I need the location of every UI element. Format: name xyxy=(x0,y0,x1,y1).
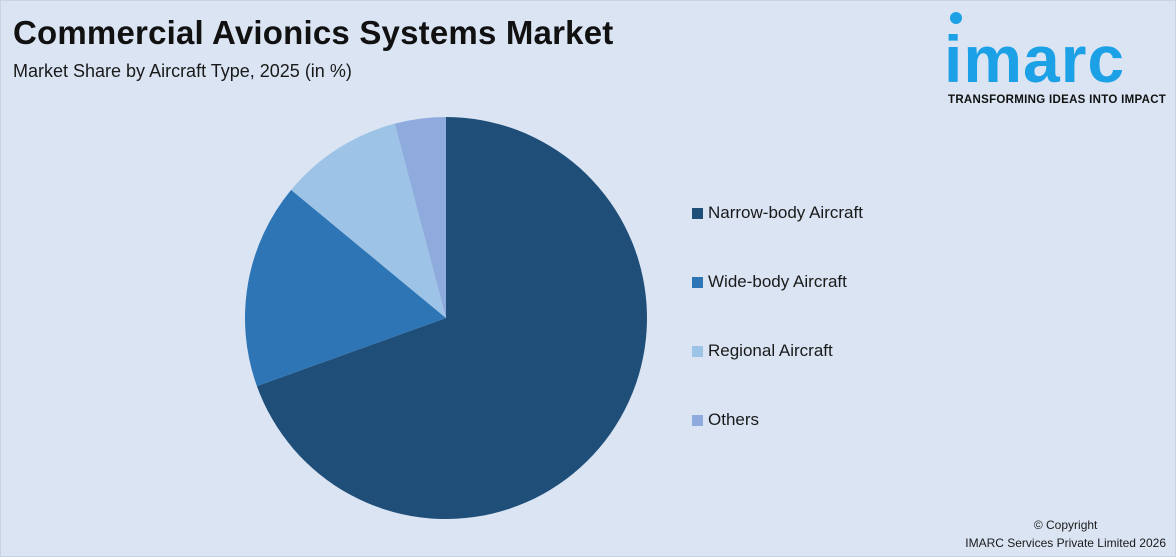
legend-label: Narrow-body Aircraft xyxy=(708,203,863,222)
legend-swatch xyxy=(692,207,703,219)
imarc-logo: imarc TRANSFORMING IDEAS INTO IMPACT xyxy=(944,12,1170,112)
logo-dot-icon xyxy=(950,12,962,24)
legend-label: Wide-body Aircraft xyxy=(708,272,847,291)
copyright-line-2: IMARC Services Private Limited 2026 xyxy=(965,536,1166,550)
legend-swatch xyxy=(692,345,703,357)
legend-label: Others xyxy=(708,410,760,429)
legend-item-wide-body-aircraft: Wide-body Aircraft xyxy=(692,270,847,294)
copyright-line-1: © Copyright xyxy=(1033,518,1098,532)
logo-word: imarc xyxy=(944,22,1126,96)
pie-slice-wide-body-aircraft xyxy=(244,189,446,387)
copyright-notice: © Copyright IMARC Services Private Limit… xyxy=(965,516,1166,552)
legend-swatch xyxy=(692,276,703,288)
logo-tagline: TRANSFORMING IDEAS INTO IMPACT xyxy=(948,94,1167,106)
pie-slice-narrow-body-aircraft xyxy=(256,117,647,519)
chart-title: Commercial Avionics Systems Market xyxy=(13,14,614,51)
chart-subtitle: Market Share by Aircraft Type, 2025 (in … xyxy=(13,61,352,81)
legend-label: Regional Aircraft xyxy=(708,341,833,360)
pie-slice-others xyxy=(394,117,446,318)
legend-item-narrow-body-aircraft: Narrow-body Aircraft xyxy=(692,201,863,225)
legend-item-regional-aircraft: Regional Aircraft xyxy=(692,339,833,363)
pie-slice-regional-aircraft xyxy=(291,123,446,318)
legend-swatch xyxy=(692,414,703,426)
legend-item-others: Others xyxy=(692,408,759,432)
